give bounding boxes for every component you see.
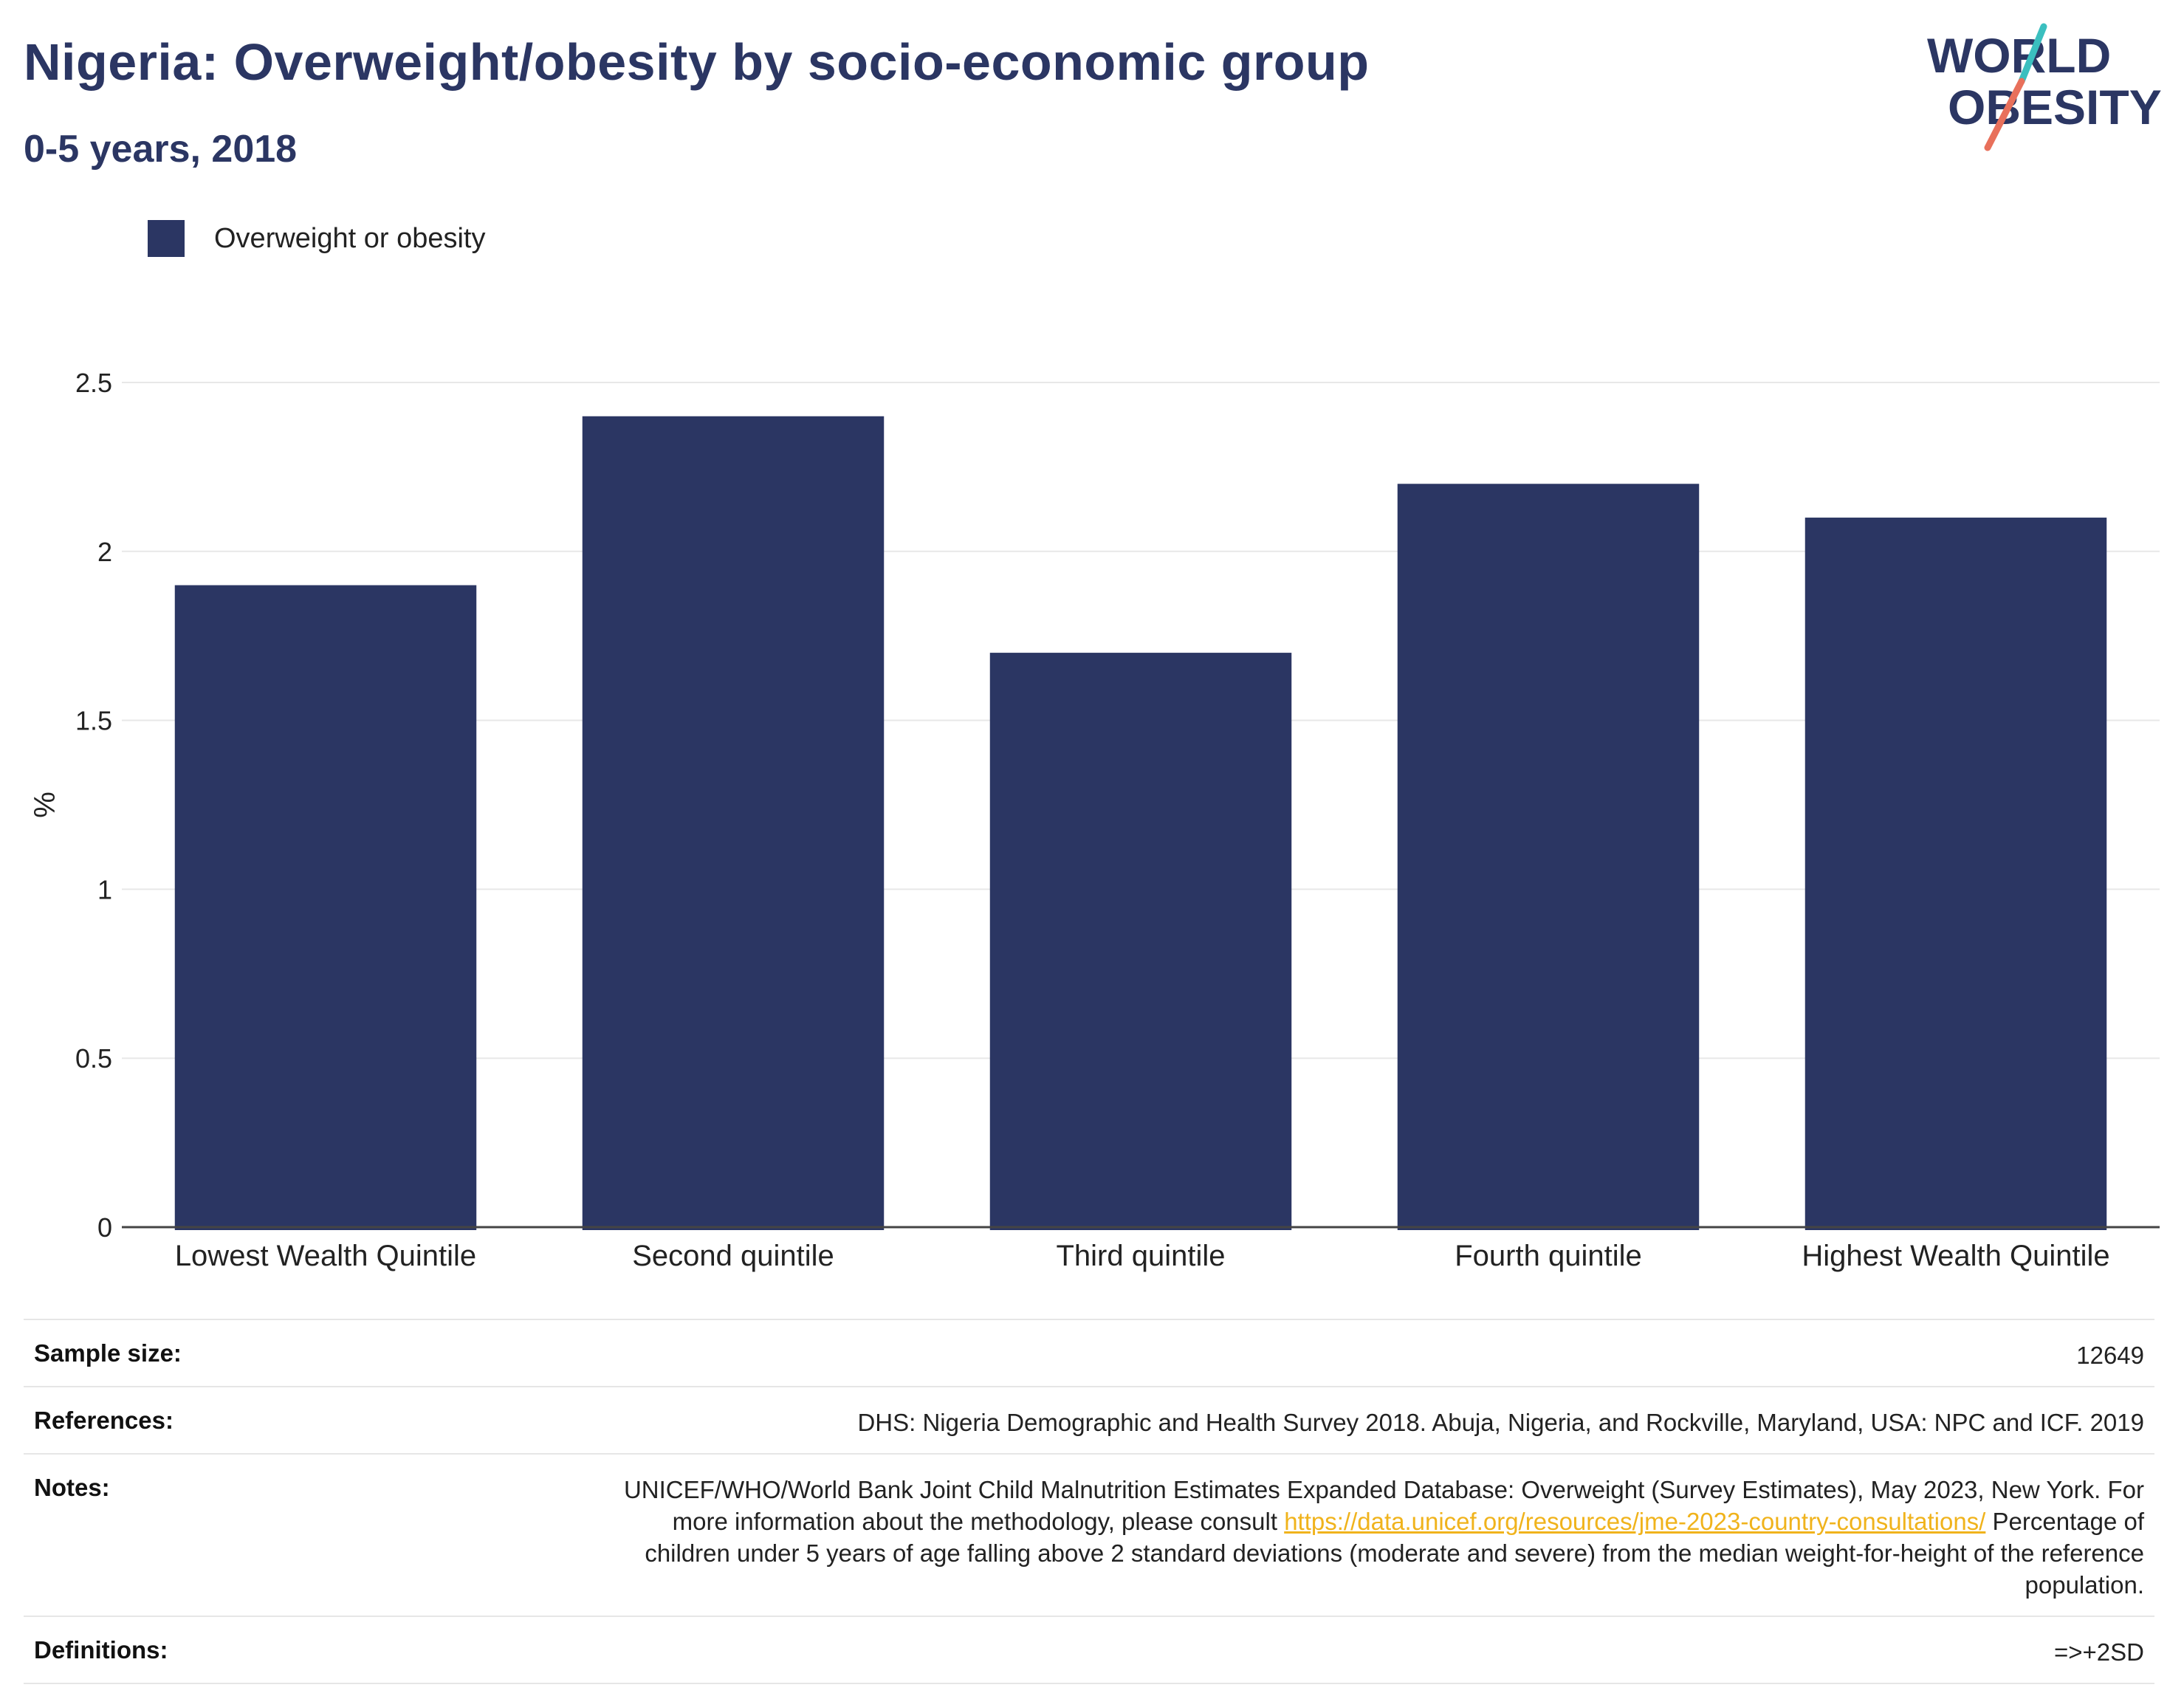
info-row-sample-size: Sample size: 12649 xyxy=(24,1319,2154,1386)
legend-label: Overweight or obesity xyxy=(214,222,486,254)
x-tick-label: Highest Wealth Quintile xyxy=(1802,1240,2109,1272)
info-row-notes: Notes: UNICEF/WHO/World Bank Joint Child… xyxy=(24,1453,2154,1616)
notes-value: UNICEF/WHO/World Bank Joint Child Malnut… xyxy=(623,1474,2144,1601)
y-tick-label: 0.5 xyxy=(75,1043,112,1074)
logo-word-world: WORLD xyxy=(1927,28,2111,83)
bar xyxy=(174,585,477,1230)
sample-size-value: 12649 xyxy=(2076,1342,2144,1369)
bar xyxy=(582,416,885,1230)
y-axis-label: % xyxy=(29,792,61,818)
notes-text-1: UNICEF/WHO/World Bank Joint Child Malnut… xyxy=(623,1476,2144,1535)
bar-chart: 0 0.5 1 1.5 2 2.5 Lowest Wealth Quintile Second… xyxy=(29,368,2160,1272)
definitions-value: =>+2SD xyxy=(2053,1638,2144,1666)
legend: Overweight or obesity xyxy=(148,220,486,257)
info-row-definitions: Definitions: =>+2SD xyxy=(24,1616,2154,1684)
chart-subtitle: 0-5 years, 2018 xyxy=(24,128,298,171)
logo-slash-coral xyxy=(1984,78,2025,151)
bar xyxy=(1804,518,2107,1230)
y-tick-label: 0 xyxy=(97,1212,112,1243)
bar xyxy=(1397,484,1700,1230)
notes-link[interactable]: https://data.unicef.org/resources/jme-20… xyxy=(1284,1508,1986,1535)
world-obesity-logo: WORLD OBESITY xyxy=(1927,23,2162,151)
x-tick-label: Second quintile xyxy=(632,1240,834,1272)
info-table: Sample size: 12649 References: DHS: Nige… xyxy=(24,1319,2154,1684)
y-tick-label: 1.5 xyxy=(75,706,112,736)
x-tick-label: Lowest Wealth Quintile xyxy=(175,1240,476,1272)
y-tick-label: 2 xyxy=(97,537,112,567)
bar xyxy=(989,653,1292,1230)
chart-title: Nigeria: Overweight/obesity by socio-eco… xyxy=(24,33,1370,91)
references-label: References: xyxy=(34,1407,174,1434)
y-tick-label: 2.5 xyxy=(75,368,112,398)
x-tick-label: Fourth quintile xyxy=(1455,1240,1641,1272)
x-tick-label: Third quintile xyxy=(1056,1240,1225,1272)
notes-label: Notes: xyxy=(34,1474,110,1501)
sample-size-label: Sample size: xyxy=(34,1339,182,1367)
info-row-references: References: DHS: Nigeria Demographic and… xyxy=(24,1386,2154,1453)
logo-slash-teal xyxy=(2018,23,2047,85)
legend-swatch xyxy=(148,220,185,257)
references-value: DHS: Nigeria Demographic and Health Surv… xyxy=(857,1409,2144,1436)
notes-text-2: Percentage of children under 5 years of … xyxy=(645,1508,2144,1599)
y-tick-label: 1 xyxy=(97,874,112,904)
logo-word-obesity: OBESITY xyxy=(1948,80,2162,134)
definitions-label: Definitions: xyxy=(34,1636,168,1664)
